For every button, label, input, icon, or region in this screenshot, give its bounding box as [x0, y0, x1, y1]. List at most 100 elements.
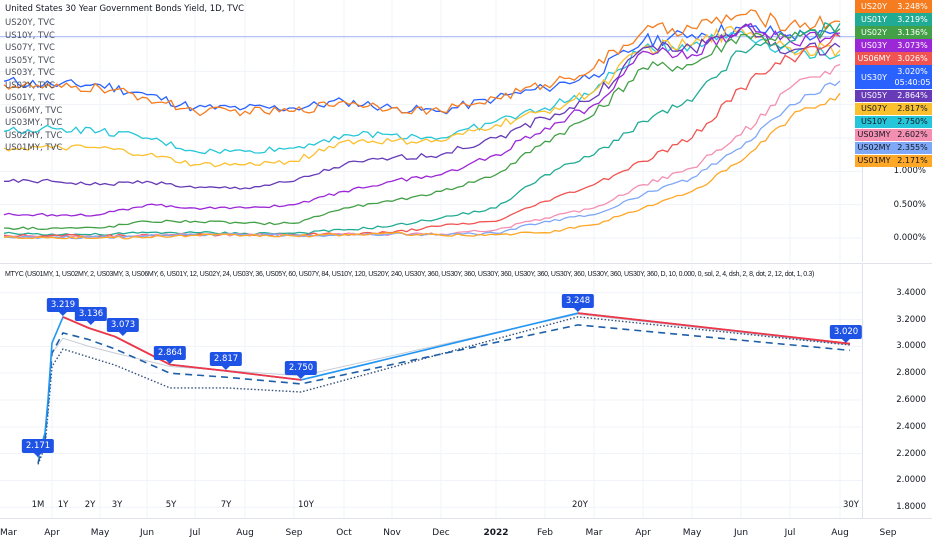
curve-12-days-ago: [37, 313, 851, 461]
price-plot-area[interactable]: United States 30 Year Government Bonds Y…: [0, 0, 862, 262]
price-tag-us01my[interactable]: US01MY 2.171%: [855, 154, 932, 167]
inverted-segment: [114, 335, 171, 366]
indicator-title[interactable]: MTYC (US01MY, 1, US02MY, 2, US03MY, 3, U…: [5, 271, 814, 278]
price-tag-us07y[interactable]: US07Y 2.817%: [855, 102, 932, 115]
price-tag-value: 2.750%: [897, 117, 928, 127]
indicator-axis-tick-5: 2.4000: [896, 421, 926, 432]
yields-chart-svg: [0, 0, 862, 262]
inverted-segment: [169, 363, 227, 372]
indicator-axis-tick-0: 3.4000: [896, 287, 926, 298]
indicator-axis[interactable]: 3.4000 3.2000 3.0000 2.8000 2.6000 2.4000 2.20…: [862, 264, 932, 519]
curve-label-120m[interactable]: 2.750: [284, 360, 318, 379]
tenor-label-3y: 3Y: [111, 500, 123, 510]
price-tag-us02y[interactable]: US02Y 3.136%: [855, 26, 932, 39]
inverted-segment: [225, 370, 302, 381]
legend-item-us02y[interactable]: US02Y, TVC: [5, 80, 55, 91]
indicator-pane[interactable]: MTYC (US01MY, 1, US02MY, 2, US03MY, 3, U…: [0, 263, 932, 519]
time-tick-10: 2022: [483, 528, 509, 538]
tenor-label-10y: 10Y: [297, 500, 315, 510]
tenor-label-7y: 7Y: [220, 500, 232, 510]
main-symbol-title[interactable]: United States 30 Year Government Bonds Y…: [5, 4, 245, 14]
tenor-label-5y: 5Y: [165, 500, 177, 510]
legend-item-us02my[interactable]: US02MY, TVC: [5, 130, 63, 141]
price-tag-us06my[interactable]: US06MY 3.026%: [855, 52, 932, 65]
price-tag-symbol: US07Y: [861, 104, 887, 114]
price-tag-value: 3.020% 05:40:05: [893, 66, 932, 88]
series-line-us05y: [4, 23, 841, 190]
price-tag-value-text: 3.020%: [897, 67, 928, 76]
time-tick-3: Jun: [139, 528, 155, 538]
legend-item-us01y[interactable]: US01Y, TVC: [5, 93, 55, 103]
indicator-axis-tick-8: 1.8000: [896, 502, 926, 513]
curve-label-12m[interactable]: 3.219: [46, 297, 80, 316]
time-tick-8: Nov: [383, 528, 401, 538]
tenor-label-2y: 2Y: [84, 500, 96, 510]
price-tag-us01y[interactable]: US01Y 3.219%: [855, 13, 932, 26]
price-tag-symbol: US10Y: [861, 117, 887, 127]
price-tag-us30y[interactable]: US30Y 3.020% 05:40:05: [855, 65, 932, 89]
price-tag-symbol: US06MY: [857, 53, 891, 63]
legend-item-us06my[interactable]: US06MY, TVC: [5, 105, 63, 116]
price-tag-value: 3.136%: [897, 27, 928, 37]
time-tick-17: Aug: [831, 528, 849, 538]
series-line-us03y: [3, 22, 841, 217]
price-tag-us03my[interactable]: US03MY 2.602%: [855, 128, 932, 141]
legend-item-us03my[interactable]: US03MY, TVC: [5, 118, 63, 128]
price-tag-us10y[interactable]: US10Y 2.750%: [855, 115, 932, 128]
curve-label-84m[interactable]: 2.817: [209, 351, 243, 370]
countdown-timer: 05:40:05: [894, 78, 931, 87]
tenor-label-1y: 1Y: [57, 500, 69, 510]
indicator-plot-area[interactable]: MTYC (US01MY, 1, US02MY, 2, US03MY, 3, U…: [0, 264, 863, 519]
curve-label-240m[interactable]: 3.248: [561, 294, 595, 313]
price-tag-symbol: US01MY: [857, 156, 891, 166]
price-tag-symbol: US03Y: [861, 40, 887, 50]
price-tag-us02my[interactable]: US02MY 2.355%: [855, 141, 932, 154]
price-tag-value: 3.219%: [897, 14, 928, 24]
curve-label-1m[interactable]: 2.171: [21, 438, 55, 457]
price-tag-symbol: US20Y: [861, 1, 887, 11]
legend-item-us10y[interactable]: US10Y, TVC: [5, 30, 55, 41]
time-tick-9: Dec: [432, 528, 450, 538]
price-tag-value: 3.073%: [897, 40, 928, 50]
price-tag-symbol: US02Y: [861, 27, 887, 37]
time-tick-13: Apr: [635, 528, 651, 538]
price-axis-tick-1: 0.500%: [893, 199, 926, 210]
time-tick-11: Feb: [537, 528, 553, 538]
curve-label-60m[interactable]: 2.864: [153, 345, 187, 364]
curve-label-36m[interactable]: 3.073: [106, 317, 140, 336]
legend-item-us05y[interactable]: US05Y, TVC: [5, 55, 55, 66]
indicator-axis-tick-6: 2.2000: [896, 448, 926, 459]
price-axis-tick-2: 0.000%: [893, 233, 926, 243]
time-tick-0: Mar: [0, 528, 17, 538]
price-tag-us03y[interactable]: US03Y 3.073%: [855, 39, 932, 52]
curve-label-360m[interactable]: 3.020: [829, 324, 863, 343]
price-tag-value: 2.355%: [897, 143, 928, 153]
series-line-us07y: [3, 25, 841, 168]
time-tick-14: May: [682, 528, 702, 538]
price-pane[interactable]: United States 30 Year Government Bonds Y…: [0, 0, 932, 262]
time-tick-12: Mar: [585, 528, 603, 538]
price-tag-value: 3.248%: [897, 1, 928, 11]
legend-item-us01my[interactable]: US01MY, TVC: [5, 143, 63, 153]
time-tick-6: Sep: [285, 528, 303, 538]
price-tag-value: 2.602%: [897, 130, 928, 140]
price-tag-us05y[interactable]: US05Y 2.864%: [855, 89, 932, 102]
time-tick-1: Apr: [44, 528, 60, 538]
legend-item-us20y[interactable]: US20Y, TVC: [5, 18, 55, 28]
time-tick-7: Oct: [336, 528, 352, 538]
indicator-axis-tick-3: 2.8000: [896, 368, 926, 379]
indicator-axis-tick-4: 2.6000: [896, 395, 926, 405]
price-tag-value: 3.026%: [897, 53, 928, 63]
legend-item-us03y[interactable]: US03Y, TVC: [5, 68, 55, 78]
price-tag-us20y[interactable]: US20Y 3.248%: [855, 0, 932, 13]
time-tick-2: May: [90, 528, 110, 538]
price-tag-value: 2.171%: [897, 156, 928, 166]
tenor-label-1m: 1M: [31, 500, 45, 510]
time-axis[interactable]: Mar Apr May Jun Jul Aug Sep Oct Nov Dec 2022 Feb Mar…: [0, 518, 932, 551]
legend-item-us07y[interactable]: US07Y, TVC: [5, 43, 55, 53]
curve-label-24m[interactable]: 3.136: [74, 307, 108, 326]
price-tag-symbol: US02MY: [857, 143, 891, 153]
inverted-segment: [577, 312, 851, 345]
price-tag-symbol: US30Y: [861, 72, 887, 82]
price-axis[interactable]: 1.000% 0.500% 0.000% US20Y 3.248% US01Y 3.219…: [855, 0, 932, 262]
